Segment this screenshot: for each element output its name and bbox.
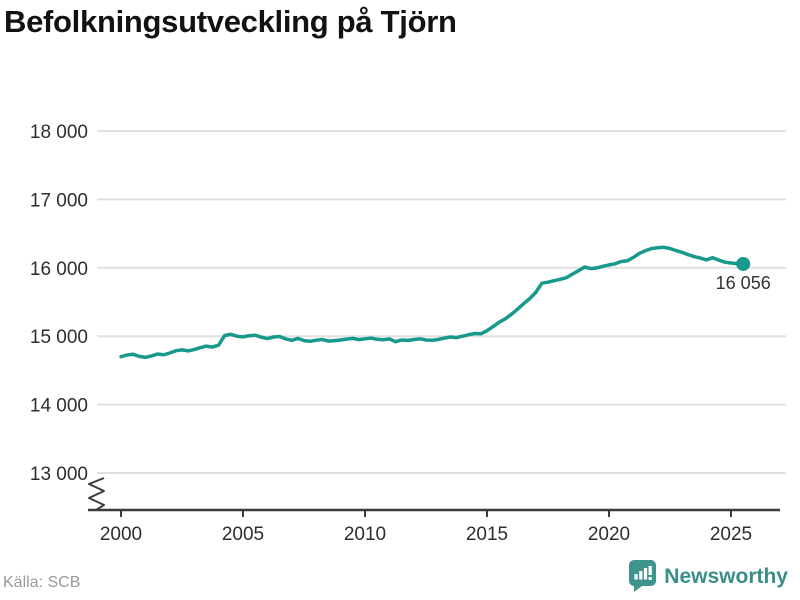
y-tick-label: 13 000: [30, 464, 88, 485]
latest-value-dot: [736, 256, 751, 271]
source-caption: Källa: SCB: [3, 574, 81, 591]
x-axis-tick-labels: 2000 2005 2010 2015 2020 2025: [100, 524, 752, 545]
y-tick-label: 18 000: [30, 122, 88, 143]
y-axis-break-icon: [88, 477, 105, 511]
y-tick-label: 14 000: [30, 396, 88, 417]
x-tick-label: 2020: [588, 524, 630, 545]
page-title: Befolkningsutveckling på Tjörn: [4, 4, 457, 39]
y-tick-label: 17 000: [30, 190, 88, 211]
brand-name: Newsworthy: [664, 564, 788, 588]
x-tick-label: 2005: [222, 524, 264, 545]
x-tick-label: 2015: [466, 524, 508, 545]
y-axis-tick-labels: 13 000 14 000 15 000 16 000 17 000 18 000: [30, 122, 88, 485]
x-tick-label: 2010: [344, 524, 386, 545]
y-tick-label: 15 000: [30, 327, 88, 348]
newsworthy-bar-chart-bubble-icon: [629, 560, 657, 592]
x-axis: [88, 477, 780, 517]
x-tick-label: 2000: [100, 524, 142, 545]
x-tick-label: 2025: [710, 524, 752, 545]
latest-value-label: 16 056: [716, 273, 771, 293]
data-series: 16 056: [119, 245, 771, 360]
y-tick-label: 16 000: [30, 259, 88, 280]
newsworthy-logo[interactable]: Newsworthy: [629, 560, 788, 593]
population-line: [119, 245, 745, 360]
gridlines: [97, 130, 786, 474]
